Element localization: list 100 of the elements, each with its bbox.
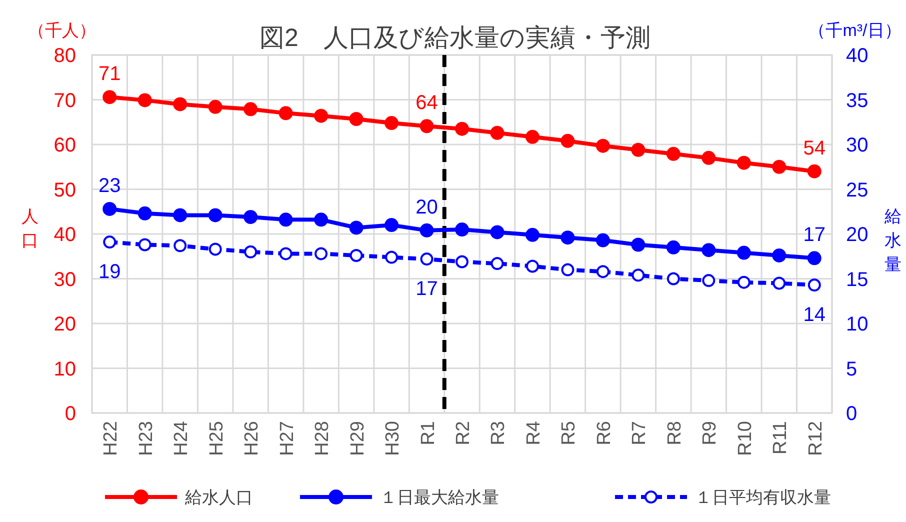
point <box>314 108 328 123</box>
point <box>208 208 222 222</box>
point <box>420 223 434 238</box>
point <box>525 228 540 242</box>
point <box>490 225 504 240</box>
y2-tick-label: 15 <box>846 268 868 291</box>
point <box>560 230 575 245</box>
x-tick-label: R1 <box>418 421 439 446</box>
point <box>208 242 222 256</box>
text: （千m³/日） <box>808 21 902 40</box>
point <box>244 210 258 224</box>
x-tick-label: R8 <box>664 421 686 446</box>
x-tick-label: H26 <box>242 421 263 456</box>
point <box>455 122 469 136</box>
point <box>174 239 187 252</box>
x-tick-label: H30 <box>382 421 404 456</box>
point <box>631 238 646 252</box>
point <box>279 247 292 260</box>
point <box>737 276 750 289</box>
y-tick-label: 20 <box>54 314 76 336</box>
x-tick-label: H27 <box>276 421 298 456</box>
data-label: 64 <box>416 92 438 114</box>
x-tick-label: R11 <box>770 421 792 454</box>
point <box>455 222 469 237</box>
point <box>666 146 680 161</box>
point <box>631 142 646 157</box>
point <box>772 160 786 174</box>
point <box>772 276 786 290</box>
data-label: 71 <box>98 63 121 86</box>
point <box>350 248 363 262</box>
point <box>244 245 258 258</box>
point <box>384 218 399 232</box>
point <box>807 251 822 266</box>
x-tick-label: R3 <box>488 421 510 446</box>
x-tick-label: R7 <box>629 421 650 446</box>
x-tick-label: H28 <box>312 421 334 456</box>
text: （千人） <box>28 21 96 40</box>
y2-tick-label: 5 <box>846 358 858 380</box>
y-tick-label: 70 <box>54 90 76 112</box>
point <box>278 106 293 120</box>
point <box>526 260 539 273</box>
point <box>490 126 504 140</box>
point <box>138 93 152 108</box>
point <box>349 220 364 235</box>
y2-axis-title: 給水量 <box>884 207 902 274</box>
point <box>102 90 117 104</box>
x-tick-label: R10 <box>734 421 756 456</box>
point <box>138 238 152 252</box>
data-label: 54 <box>803 137 826 160</box>
x-tick-label: R5 <box>558 421 580 446</box>
y2-tick-label: 30 <box>846 134 868 156</box>
point <box>384 116 399 130</box>
x-tick-label: H29 <box>347 421 368 456</box>
point <box>666 272 680 286</box>
point <box>490 257 504 270</box>
data-label: 17 <box>803 224 826 246</box>
data-label: 20 <box>416 196 438 218</box>
y2-tick-label: 40 <box>846 45 868 67</box>
point <box>808 278 821 292</box>
y-tick-label: 10 <box>54 358 76 380</box>
point <box>596 138 610 153</box>
point <box>666 240 680 254</box>
point <box>208 100 222 114</box>
x-tick-label: R9 <box>700 421 721 446</box>
point <box>420 119 434 134</box>
point <box>525 130 540 144</box>
point <box>314 212 328 227</box>
point <box>278 212 293 227</box>
x-tick-label: H23 <box>136 421 157 456</box>
y-tick-label: 80 <box>54 45 76 67</box>
point <box>772 248 786 262</box>
y-tick-label: 0 <box>64 403 76 425</box>
x-tick-label: R4 <box>523 420 544 446</box>
y2-tick-label: 0 <box>846 403 858 425</box>
point <box>420 252 434 266</box>
point <box>244 102 258 116</box>
chart-title: 図2 人口及び給水量の実績・予測 <box>260 24 650 52</box>
point <box>456 255 468 268</box>
point <box>385 250 398 264</box>
y-tick-label: 60 <box>54 134 76 156</box>
x-tick-label: H22 <box>100 421 122 456</box>
legend-label: 給水人口 <box>184 488 253 507</box>
y-tick-label: 30 <box>54 268 76 291</box>
point <box>807 164 822 178</box>
y2-tick-label: 25 <box>846 179 868 202</box>
point <box>561 263 574 276</box>
data-label: 19 <box>98 261 121 284</box>
point <box>632 268 645 282</box>
point <box>138 206 152 220</box>
point <box>349 112 364 126</box>
y2-tick-label: 20 <box>846 224 868 246</box>
x-tick-label: R6 <box>594 421 615 446</box>
point <box>702 243 716 258</box>
x-tick-label: H25 <box>206 421 228 456</box>
y-tick-label: 40 <box>54 224 76 246</box>
legend-label: １日平均有収水量 <box>695 488 831 507</box>
point <box>736 246 751 260</box>
x-tick-label: R2 <box>453 421 474 446</box>
point <box>702 274 716 288</box>
point <box>173 97 188 112</box>
